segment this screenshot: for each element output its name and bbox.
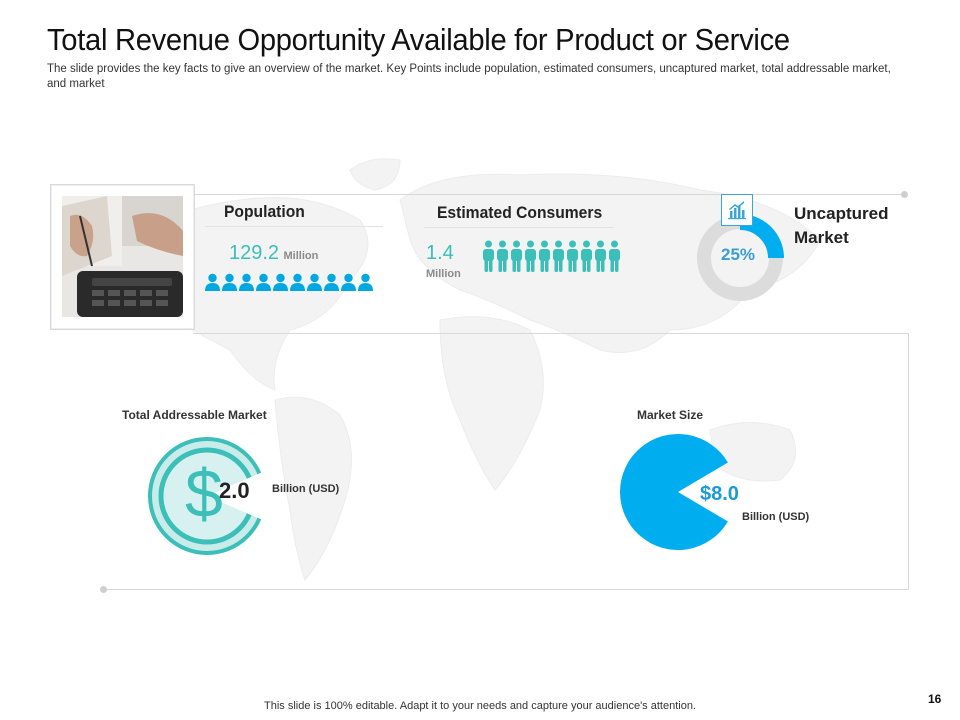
- person-icon: [239, 273, 254, 291]
- standing-person-icon: [539, 240, 550, 272]
- tam-unit: Billion (USD): [272, 483, 340, 495]
- top-divider-end-dot: [901, 191, 908, 198]
- world-map-background: [119, 158, 821, 582]
- population-label: Population: [224, 202, 305, 221]
- footer-note: This slide is 100% editable. Adapt it to…: [264, 700, 696, 712]
- standing-person-icon: [553, 240, 564, 272]
- uncaptured-percent: 25%: [720, 245, 756, 264]
- standing-person-icon: [595, 240, 606, 272]
- tam-dollar-symbol: $: [185, 456, 223, 532]
- consumers-underline: [424, 227, 614, 228]
- person-icon: [256, 273, 271, 291]
- market-size-label: Market Size: [637, 408, 704, 422]
- person-icon: [222, 273, 237, 291]
- standing-person-icon: [567, 240, 578, 272]
- bottom-divider-line: [104, 589, 194, 590]
- lower-content-frame: [193, 333, 909, 590]
- population-icon-row: [205, 272, 373, 292]
- calculator-photo: [62, 196, 183, 317]
- person-icon: [290, 273, 305, 291]
- chart-growth-icon: [721, 194, 753, 226]
- person-icon: [324, 273, 339, 291]
- consumers-value: 1.4: [426, 242, 454, 264]
- uncaptured-label-line1: Uncaptured: [794, 204, 889, 223]
- market-size-pie: [620, 434, 728, 550]
- market-size-unit: Billion (USD): [742, 511, 810, 523]
- standing-person-icon: [525, 240, 536, 272]
- top-divider-line: [193, 194, 905, 195]
- consumers-label: Estimated Consumers: [437, 203, 603, 222]
- slide-title: Total Revenue Opportunity Available for …: [47, 22, 790, 57]
- person-icon: [205, 273, 220, 291]
- tam-value: 2.0: [219, 478, 250, 503]
- person-icon: [273, 273, 288, 291]
- person-icon: [307, 273, 322, 291]
- person-icon: [358, 273, 373, 291]
- bottom-divider-start-dot: [100, 586, 107, 593]
- population-unit: Million: [283, 250, 319, 262]
- standing-person-icon: [511, 240, 522, 272]
- uncaptured-label: Uncaptured Market: [794, 202, 888, 250]
- standing-person-icon: [497, 240, 508, 272]
- slide-subtitle: The slide provides the key facts to give…: [47, 63, 891, 90]
- page-number: 16: [928, 692, 942, 706]
- standing-person-icon: [609, 240, 620, 272]
- consumers-icon-row: [482, 240, 621, 272]
- market-size-value: $8.0: [700, 483, 739, 505]
- standing-person-icon: [483, 240, 494, 272]
- person-icon: [341, 273, 356, 291]
- population-value-row: 129.2 Million: [229, 242, 318, 265]
- population-value: 129.2: [229, 242, 280, 264]
- consumers-unit: Million: [426, 268, 461, 280]
- population-underline: [205, 226, 383, 227]
- market-size-slice: [620, 434, 728, 550]
- standing-person-icon: [581, 240, 592, 272]
- tam-label: Total Addressable Market: [122, 408, 267, 422]
- dollar-icon: [148, 437, 267, 555]
- uncaptured-label-line2: Market: [794, 228, 849, 247]
